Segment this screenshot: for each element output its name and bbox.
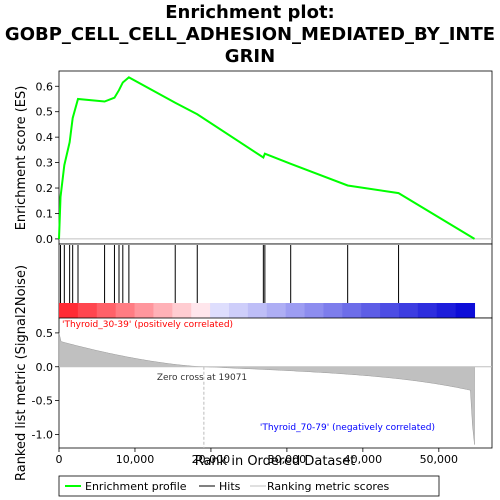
rank-color-segment	[455, 303, 476, 318]
legend-metric-label: Ranking metric scores	[267, 480, 389, 493]
metric-tick-label: 0.0	[36, 361, 54, 374]
rank-color-segment	[266, 303, 287, 318]
es-tick-label: 0.4	[36, 131, 54, 144]
rank-color-segment	[417, 303, 438, 318]
rank-color-segment	[172, 303, 192, 318]
chart-title: Enrichment plot: GOBP_CELL_CELL_ADHESION…	[0, 2, 500, 68]
rank-color-segment	[398, 303, 419, 318]
rank-color-segment	[153, 303, 173, 318]
chart-title-line-2: GOBP_CELL_CELL_ADHESION_MEDIATED_BY_INTE	[4, 24, 496, 45]
es-tick-label: 0.2	[36, 182, 54, 195]
rank-color-segment	[285, 303, 306, 318]
x-tick-label: 50,000	[420, 453, 459, 466]
x-tick-label: 0	[56, 453, 63, 466]
rank-color-segment	[380, 303, 400, 318]
rank-color-segment	[96, 303, 117, 318]
metric-panel-frame	[58, 317, 493, 449]
legend-box	[58, 475, 440, 497]
chart-title-line-3: GRIN	[224, 46, 276, 67]
x-tick-label: 40,000	[344, 453, 383, 466]
rank-color-segment	[191, 303, 211, 318]
es-tick-label: 0.6	[36, 80, 54, 93]
rank-color-segment	[304, 303, 324, 318]
rank-color-segment	[210, 303, 230, 318]
rank-color-segment	[247, 303, 268, 318]
rank-color-segment	[134, 303, 154, 318]
es-tick-label: 0.1	[36, 207, 54, 220]
rank-color-bar	[59, 303, 476, 318]
metric-tick-label: -0.5	[32, 395, 53, 408]
legend-hits-label: Hits	[219, 480, 241, 493]
metric-axis-label: Ranked list metric (Signal2Noise)	[14, 265, 29, 481]
rank-color-segment	[323, 303, 343, 318]
es-axis-label: Enrichment score (ES)	[14, 86, 29, 231]
zero-cross-label: Zero cross at 19071	[157, 373, 247, 383]
enrichment-profile-line	[58, 76, 476, 240]
metric-tick-label: 0.5	[36, 327, 54, 340]
rank-color-segment	[228, 303, 249, 318]
rank-color-segment	[436, 303, 457, 318]
negative-class-label: 'Thyroid_70-79' (negatively correlated)	[260, 423, 435, 433]
ranking-metric-area	[58, 332, 475, 445]
metric-tick-label: -1.0	[32, 428, 53, 441]
x-axis-label: Rank in Ordered Dataset	[195, 454, 356, 469]
es-tick-label: 0.5	[36, 106, 54, 119]
rank-color-segment	[59, 303, 79, 318]
es-tick-label: 0.3	[36, 157, 54, 170]
x-tick-label: 30,000	[268, 453, 307, 466]
x-tick-label: 10,000	[116, 453, 155, 466]
rank-color-segment	[77, 303, 98, 318]
x-tick-label: 20,000	[192, 453, 231, 466]
chart-title-line-1: Enrichment plot:	[165, 2, 335, 23]
rank-color-segment	[361, 303, 381, 318]
es-tick-label: 0.0	[36, 233, 54, 246]
rank-color-segment	[115, 303, 136, 318]
positive-class-label: 'Thyroid_30-39' (positively correlated)	[62, 320, 233, 330]
legend-es-label: Enrichment profile	[85, 480, 187, 493]
rank-color-segment	[342, 303, 362, 318]
